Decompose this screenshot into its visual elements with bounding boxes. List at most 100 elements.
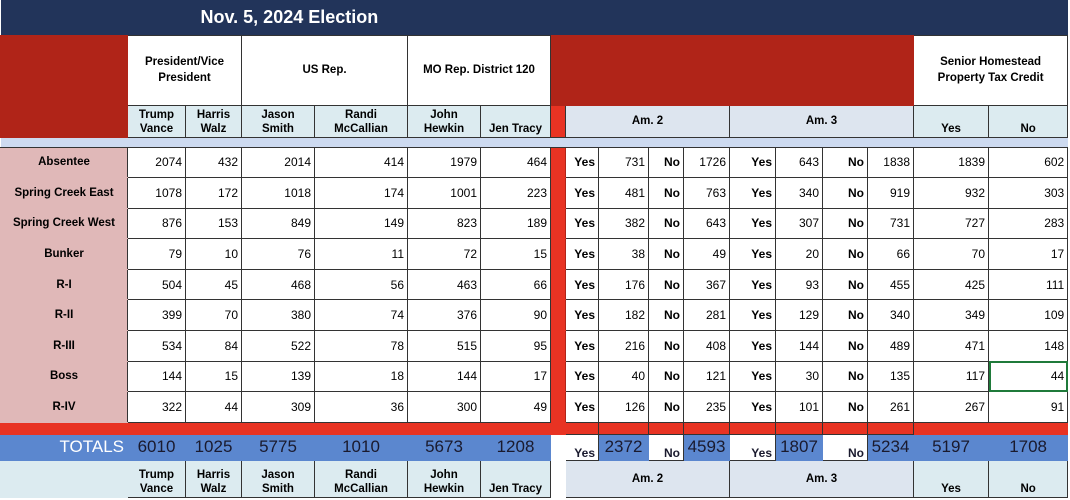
am2-no-label[interactable]: No — [648, 299, 684, 332]
vote-cell[interactable]: 399 — [127, 299, 186, 332]
amendment-2-header[interactable]: Am. 2 — [565, 459, 730, 498]
am2-yes-label[interactable]: Yes — [565, 268, 599, 301]
senior-yes-votes[interactable]: 70 — [913, 238, 989, 270]
header-label-blank[interactable] — [0, 104, 128, 138]
red-band[interactable] — [912, 421, 1069, 435]
am3-yes-label[interactable]: Yes — [729, 177, 776, 209]
am2-yes-label[interactable]: Yes — [565, 360, 599, 393]
am3-no-votes[interactable]: 489 — [867, 330, 914, 362]
vote-cell[interactable]: 380 — [241, 299, 315, 332]
vote-cell[interactable]: 11 — [314, 238, 408, 270]
vote-cell[interactable]: 189 — [480, 207, 551, 240]
vote-cell[interactable]: 79 — [127, 238, 186, 270]
am2-yes-label[interactable]: Yes — [565, 146, 599, 179]
am3-no-label[interactable]: No — [822, 360, 868, 393]
vote-cell[interactable]: 70 — [185, 299, 242, 332]
vote-cell[interactable]: 10 — [185, 238, 242, 270]
separator-column[interactable] — [550, 104, 566, 138]
am2-no-votes[interactable]: 643 — [683, 207, 730, 240]
vote-cell[interactable]: 78 — [314, 330, 408, 362]
am3-yes-votes[interactable]: 643 — [775, 146, 823, 179]
am3-no-label[interactable]: No — [822, 330, 868, 362]
am2-yes-label[interactable]: Yes — [565, 433, 599, 461]
candidate-header[interactable]: Jen Tracy — [480, 104, 551, 138]
am3-no-votes[interactable]: 731 — [867, 207, 914, 240]
senior-no-votes[interactable]: 44 — [987, 360, 1069, 393]
am3-no-votes[interactable]: 919 — [867, 177, 914, 209]
am3-yes-label[interactable]: Yes — [729, 360, 776, 393]
senior-no-votes[interactable]: 602 — [987, 146, 1069, 179]
separator-column[interactable] — [550, 330, 566, 362]
am3-no-label[interactable]: No — [822, 238, 868, 270]
am2-no-votes[interactable]: 235 — [683, 391, 730, 423]
precinct-label[interactable]: Spring Creek West — [0, 207, 128, 240]
candidate-header[interactable]: Jason Smith — [241, 104, 315, 138]
am2-no-votes[interactable]: 281 — [683, 299, 730, 332]
separator-column[interactable] — [550, 146, 566, 179]
am3-no-label[interactable]: No — [822, 299, 868, 332]
separator-column[interactable] — [550, 238, 566, 270]
vote-cell[interactable]: 823 — [407, 207, 481, 240]
candidate-header[interactable]: Randi McCallian — [314, 104, 408, 138]
vote-cell[interactable]: 464 — [480, 146, 551, 179]
vote-cell[interactable]: 149 — [314, 207, 408, 240]
precinct-label[interactable]: R-III — [0, 330, 128, 362]
vote-cell[interactable]: 44 — [185, 391, 242, 423]
group-us-rep[interactable]: US Rep. — [241, 34, 408, 106]
vote-cell[interactable]: 144 — [407, 360, 481, 393]
vote-cell[interactable]: 849 — [241, 207, 315, 240]
sheet-title[interactable]: Nov. 5, 2024 Election — [0, 0, 1068, 35]
vote-cell[interactable]: 515 — [407, 330, 481, 362]
am2-no-votes[interactable]: 1726 — [683, 146, 730, 179]
precinct-label[interactable]: Bunker — [0, 238, 128, 270]
am2-yes-votes[interactable]: 382 — [598, 207, 649, 240]
am3-yes-votes[interactable]: 340 — [775, 177, 823, 209]
vote-cell[interactable]: 144 — [127, 360, 186, 393]
am3-yes-votes[interactable]: 101 — [775, 391, 823, 423]
vote-cell[interactable]: 139 — [241, 360, 315, 393]
vote-cell[interactable]: 153 — [185, 207, 242, 240]
am2-yes-votes[interactable]: 126 — [598, 391, 649, 423]
senior-no-total[interactable]: 1708 — [987, 433, 1069, 461]
candidate-header[interactable]: John Hewkin — [407, 104, 481, 138]
vote-cell[interactable]: 72 — [407, 238, 481, 270]
am3-no-total[interactable]: 5234 — [867, 433, 914, 461]
vote-cell[interactable]: 522 — [241, 330, 315, 362]
vote-cell[interactable]: 174 — [314, 177, 408, 209]
red-band-cell[interactable] — [598, 422, 649, 435]
am2-yes-votes[interactable]: 481 — [598, 177, 649, 209]
am2-no-label[interactable]: No — [648, 330, 684, 362]
red-band[interactable] — [0, 421, 566, 435]
red-band-cell[interactable] — [867, 422, 914, 435]
am3-no-label[interactable]: No — [822, 177, 868, 209]
senior-yes-votes[interactable]: 267 — [913, 391, 989, 423]
amendment-2-header[interactable]: Am. 2 — [565, 104, 730, 138]
red-band-cell[interactable] — [729, 422, 776, 435]
am3-no-label[interactable]: No — [822, 146, 868, 179]
am3-yes-label[interactable]: Yes — [729, 207, 776, 240]
senior-no-votes[interactable]: 283 — [987, 207, 1069, 240]
am2-no-votes[interactable]: 367 — [683, 268, 730, 301]
senior-yes-votes[interactable]: 349 — [913, 299, 989, 332]
candidate-header[interactable]: Trump Vance — [127, 104, 186, 138]
am2-no-label[interactable]: No — [648, 391, 684, 423]
am2-yes-votes[interactable]: 40 — [598, 360, 649, 393]
am3-yes-label[interactable]: Yes — [729, 330, 776, 362]
header-blank[interactable] — [0, 34, 128, 106]
senior-yes-votes[interactable]: 425 — [913, 268, 989, 301]
vote-cell[interactable]: 376 — [407, 299, 481, 332]
senior-no-header[interactable]: No — [987, 459, 1069, 498]
separator-column[interactable] — [550, 299, 566, 332]
group-mo-rep[interactable]: MO Rep. District 120 — [407, 34, 551, 106]
total-cell[interactable]: 5775 — [241, 433, 315, 461]
senior-yes-header[interactable]: Yes — [913, 104, 989, 138]
am3-no-label[interactable]: No — [822, 433, 868, 461]
am3-no-label[interactable]: No — [822, 207, 868, 240]
am3-yes-votes[interactable]: 144 — [775, 330, 823, 362]
red-band-cell[interactable] — [775, 422, 823, 435]
total-cell[interactable]: 5673 — [407, 433, 481, 461]
senior-yes-votes[interactable]: 1839 — [913, 146, 989, 179]
am2-yes-label[interactable]: Yes — [565, 207, 599, 240]
am3-yes-votes[interactable]: 30 — [775, 360, 823, 393]
candidate-header[interactable]: Jen Tracy — [480, 459, 551, 498]
